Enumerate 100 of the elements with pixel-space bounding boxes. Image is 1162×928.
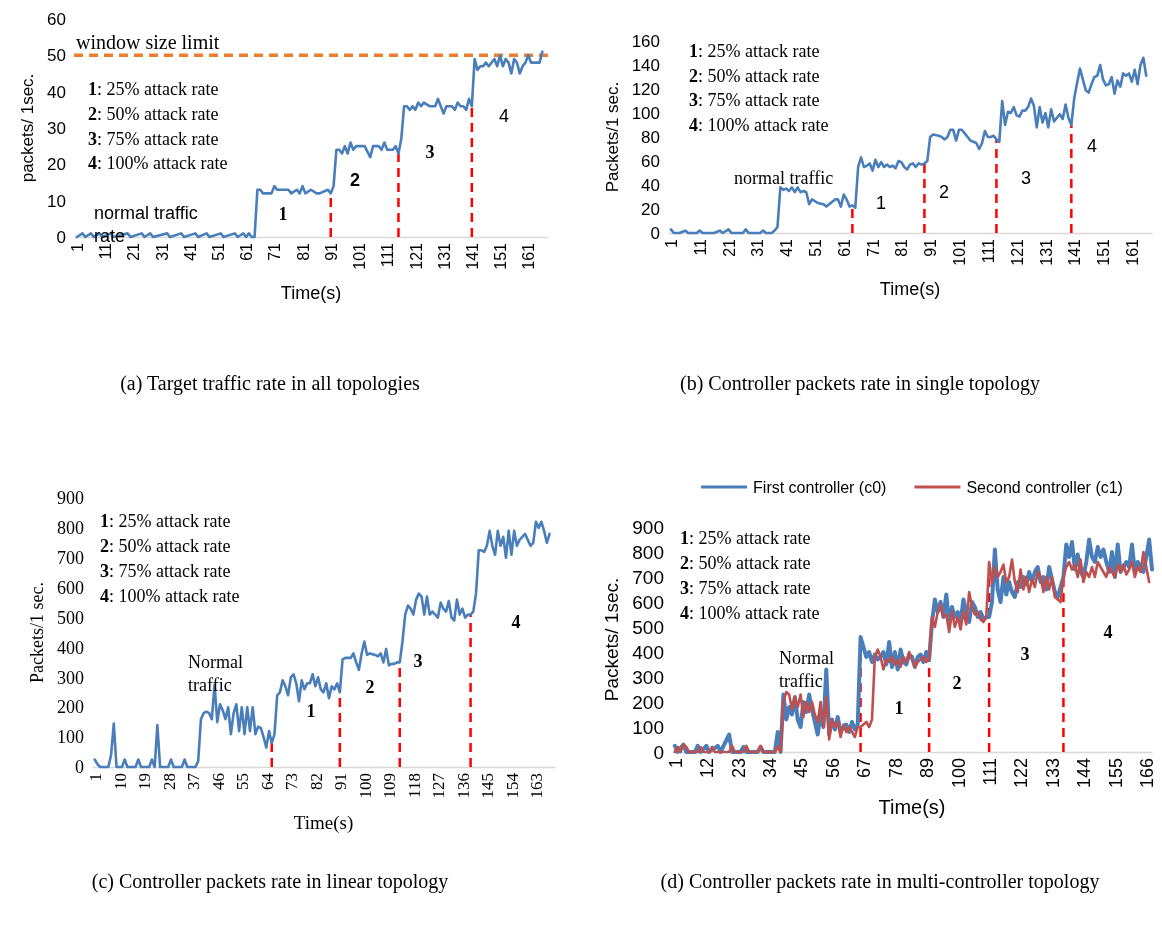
x-tick-label: 127	[429, 772, 449, 799]
y-tick-label: 500	[632, 616, 664, 638]
x-tick-label: 71	[864, 238, 882, 257]
x-tick-label: 56	[822, 758, 843, 779]
y-tick-label: 0	[75, 757, 84, 778]
x-tick-label: 11	[691, 238, 709, 256]
y-tick-label: 100	[631, 103, 660, 123]
y-tick-label: 10	[47, 191, 66, 211]
x-tick-label: 1	[665, 758, 686, 769]
y-axis-title: Packets/1 sec.	[27, 582, 47, 683]
x-tick-label: 12	[697, 758, 718, 779]
x-tick-label: 161	[520, 242, 538, 270]
annotation: 1	[875, 193, 887, 214]
x-tick-label: 100	[355, 773, 375, 799]
annotation: 3: 75% attack rate	[88, 128, 219, 149]
text: (d) Controller packets rate in multi-controller topology	[660, 870, 1100, 893]
annotation: 4	[1103, 622, 1113, 643]
annotation: 4	[511, 612, 521, 633]
x-tick-label: 111	[379, 242, 397, 268]
x-tick-label: 19	[135, 773, 155, 790]
x-tick-label: 122	[1011, 758, 1032, 789]
annotation: 2: 50% attack rate	[680, 553, 811, 574]
annotation: 1	[306, 701, 316, 722]
y-tick-label: 600	[57, 577, 84, 598]
y-tick-label: 50	[47, 46, 66, 66]
annotation: 2: 50% attack rate	[100, 536, 231, 557]
y-tick-label: 500	[57, 607, 84, 628]
annotation: normal traffic	[734, 168, 834, 188]
y-tick-label: 120	[631, 79, 660, 99]
x-tick-label: 118	[404, 773, 424, 798]
x-tick-label: 101	[351, 242, 369, 270]
annotation: 2	[952, 673, 962, 694]
annotation: 2	[349, 170, 361, 191]
y-tick-label: 60	[641, 151, 660, 171]
y-tick-label: 40	[641, 175, 660, 195]
x-tick-label: 21	[125, 242, 143, 261]
y-tick-label: 900	[632, 516, 664, 538]
x-tick-label: 151	[492, 242, 510, 270]
y-tick-label: 40	[47, 82, 66, 102]
text: (b) Controller packets rate in single topology	[680, 372, 1040, 395]
x-tick-label: 1	[662, 238, 680, 248]
annotation: 1: 25% attack rate	[680, 528, 811, 549]
x-tick-label: 111	[979, 238, 997, 264]
x-tick-label: 154	[502, 772, 522, 799]
x-tick-label: 100	[948, 758, 969, 789]
y-tick-label: 400	[57, 637, 84, 658]
annotation: 3	[413, 651, 423, 672]
x-tick-label: 46	[208, 773, 228, 790]
x-tick-label: 89	[917, 758, 938, 779]
x-tick-label: 1	[86, 773, 106, 782]
x-axis-title: Time(s)	[293, 812, 354, 834]
y-tick-label: 700	[632, 566, 664, 588]
y-tick-label: 900	[57, 488, 84, 509]
y-tick-label: 800	[632, 541, 664, 563]
annotation: Normal traffic	[779, 648, 834, 692]
x-tick-label: 81	[893, 238, 911, 257]
x-tick-label: 91	[331, 773, 351, 790]
legend-label: First controller (c0)	[753, 478, 887, 496]
x-tick-label: 131	[435, 242, 453, 270]
x-tick-label: 41	[181, 242, 199, 261]
y-tick-label: 600	[632, 591, 664, 613]
y-tick-label: 20	[47, 155, 66, 175]
x-tick-label: 101	[951, 238, 969, 266]
annotation: 1	[894, 698, 904, 719]
x-tick-label: 55	[233, 773, 253, 790]
x-tick-label: 131	[1037, 238, 1055, 266]
x-tick-label: 31	[749, 238, 767, 257]
y-tick-label: 60	[47, 9, 66, 29]
x-tick-label: 141	[463, 242, 481, 270]
y-tick-label: 160	[631, 31, 660, 51]
x-tick-label: 31	[153, 242, 171, 261]
annotation: 3: 75% attack rate	[689, 90, 820, 111]
x-tick-label: 166	[1137, 758, 1158, 789]
x-tick-label: 10	[110, 773, 130, 790]
x-tick-label: 73	[282, 773, 302, 790]
x-tick-label: 28	[159, 773, 179, 790]
x-tick-label: 51	[807, 238, 825, 257]
y-axis-title: Packets/1 sec.	[602, 81, 622, 193]
annotation: 2: 50% attack rate	[689, 65, 820, 86]
y-axis-title: Packets/ 1sec.	[601, 577, 623, 702]
annotation: 3: 75% attack rate	[100, 560, 231, 581]
ref-line-label: window size limit	[76, 31, 220, 54]
y-tick-label: 80	[641, 127, 660, 147]
y-tick-label: 100	[57, 727, 84, 748]
x-tick-label: 64	[257, 772, 277, 790]
y-tick-label: 300	[57, 667, 84, 688]
text: (c) Controller packets rate in linear topology	[91, 870, 449, 893]
x-tick-label: 45	[791, 758, 812, 779]
y-tick-label: 800	[57, 518, 84, 539]
annotation: 3	[425, 142, 435, 163]
x-tick-label: 23	[728, 758, 749, 779]
annotation: 4	[498, 106, 510, 127]
x-tick-label: 161	[1123, 238, 1141, 266]
annotation: 1: 25% attack rate	[88, 79, 219, 100]
x-axis-title: Time(s)	[280, 283, 342, 303]
x-tick-label: 78	[885, 758, 906, 779]
x-tick-label: 133	[1042, 758, 1063, 789]
x-tick-label: 155	[1105, 758, 1126, 789]
annotation: 3: 75% attack rate	[680, 577, 811, 598]
annotation: 4: 100% attack rate	[100, 585, 240, 606]
